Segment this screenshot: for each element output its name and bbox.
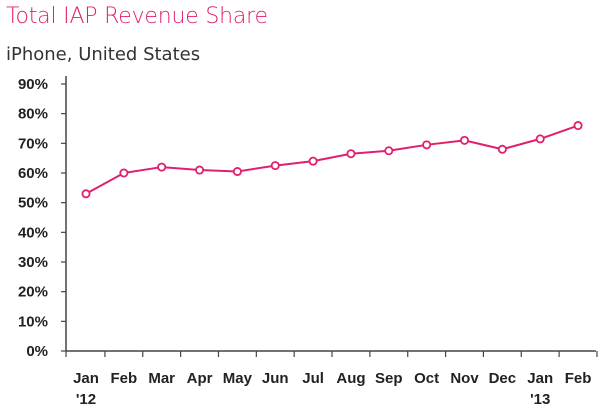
chart-title: Total IAP Revenue Share	[6, 4, 268, 29]
x-tick-label: Dec	[489, 370, 517, 387]
data-point	[384, 146, 394, 156]
data-point	[308, 156, 318, 166]
data-point	[422, 140, 432, 150]
y-tick-label: 50%	[18, 195, 48, 212]
y-tick-label: 60%	[18, 165, 48, 182]
x-tick-label: Jul	[302, 370, 324, 387]
data-point	[346, 149, 356, 159]
x-tick-label: Nov	[450, 370, 479, 387]
chart-subtitle: iPhone, United States	[6, 44, 201, 65]
data-point	[195, 165, 205, 175]
data-point	[270, 161, 280, 171]
x-tick-label: Jan	[527, 370, 553, 387]
x-year-label: '12	[76, 391, 96, 408]
y-tick-label: 20%	[18, 284, 48, 301]
y-tick-label: 30%	[18, 254, 48, 271]
data-point	[535, 134, 545, 144]
x-tick-label: Sep	[375, 370, 403, 387]
x-year-label: '13	[530, 391, 550, 408]
x-tick-label: Mar	[148, 370, 175, 387]
x-axis-ticks: Jan '12 Feb Mar Apr May Jun Jul Aug Sep Oct Nov Dec J…	[65, 351, 598, 408]
series-group	[81, 121, 583, 199]
data-point	[81, 189, 91, 199]
y-tick-label: 40%	[18, 224, 48, 241]
y-tick-label: 80%	[18, 106, 48, 123]
y-tick-label: 90%	[18, 76, 48, 93]
y-tick-label: 70%	[18, 135, 48, 152]
x-tick-label: Jun	[262, 370, 289, 387]
x-tick-label: Oct	[414, 370, 439, 387]
chart-axes	[65, 76, 596, 352]
data-point	[119, 168, 129, 178]
x-tick-label: May	[223, 370, 253, 387]
data-point	[157, 162, 167, 172]
x-tick-label: Feb	[565, 370, 592, 387]
y-tick-label: 10%	[18, 313, 48, 330]
x-tick-label: Jan	[73, 370, 99, 387]
x-tick-label: Aug	[336, 370, 365, 387]
data-point	[573, 121, 583, 131]
data-point	[459, 135, 469, 145]
data-point	[232, 167, 242, 177]
y-axis-ticks: 0% 10% 20% 30% 40% 50% 60% 70% 80% 90%	[18, 76, 66, 360]
x-tick-label: Apr	[187, 370, 213, 387]
series-line	[85, 124, 579, 195]
data-point	[497, 144, 507, 154]
y-tick-label: 0%	[26, 343, 48, 360]
x-tick-label: Feb	[111, 370, 138, 387]
